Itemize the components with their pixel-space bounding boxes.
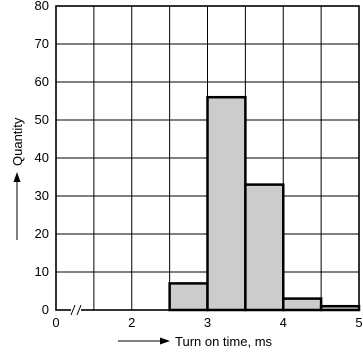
y-tick-label: 70 [35,36,49,51]
y-tick-labels: 0 10 20 30 40 50 60 70 80 [35,0,49,317]
y-axis-arrow-head [13,172,21,182]
y-tick-label: 0 [42,302,49,317]
y-tick-label: 20 [35,226,49,241]
plot-frame [55,5,360,311]
x-tick-label: 2 [128,315,135,330]
histogram-bar [206,95,247,312]
y-tick-label: 50 [35,112,49,127]
x-axis-label-group: Turn on time, ms [118,334,273,349]
y-tick-label: 40 [35,150,49,165]
axis-break-stroke [76,304,82,316]
histogram-bar [168,282,209,312]
histogram-bar [282,297,323,312]
x-axis-arrow-head [160,337,170,345]
x-axis-label: Turn on time, ms [175,334,273,349]
axis-break-stroke [70,304,76,316]
y-tick-label: 30 [35,188,49,203]
y-axis-label: Quantity [10,117,25,166]
x-tick-label: 4 [280,315,287,330]
y-tick-label: 10 [35,264,49,279]
x-tick-label: 3 [204,315,211,330]
x-tick-label: 5 [355,315,362,330]
y-tick-label: 60 [35,74,49,89]
y-tick-label: 80 [35,0,49,13]
axis-break-mark [70,304,82,316]
axis-break-gap [71,305,81,315]
histogram-bar [244,183,285,312]
x-tick-labels: 023456 [52,315,362,330]
x-tick-label: 0 [52,315,59,330]
bars [168,95,361,312]
y-axis-label-group: Quantity [10,117,25,240]
